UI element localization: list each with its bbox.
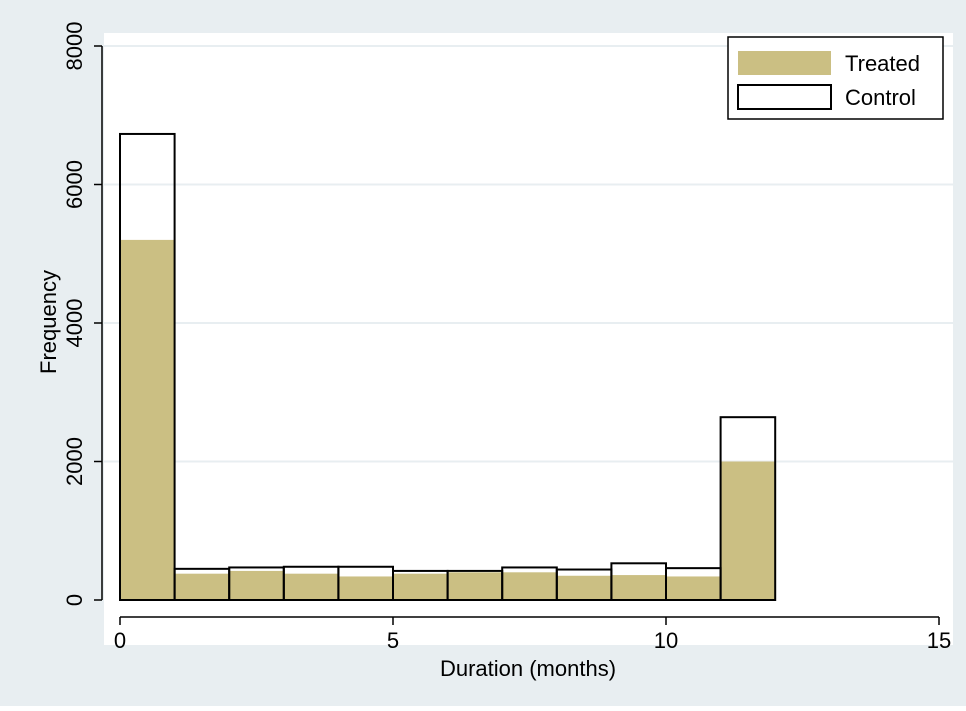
plot-background [104,33,953,645]
control-bar [719,416,777,601]
treated-bar [556,575,612,600]
treated-bar [611,575,666,600]
grid-lines [104,45,953,463]
treated-bar [720,461,776,600]
y-tick-label: 0 [62,594,87,606]
control-bar [119,132,176,601]
treated-bar [338,576,393,600]
axes: 0 2000 4000 6000 8000 0 5 10 15 [62,22,951,653]
y-tick-label: 8000 [62,22,87,71]
treated-bar [666,576,721,600]
treated-bar [174,573,230,600]
legend-swatch-control [737,84,832,110]
bars [119,132,777,602]
legend-label-treated: Treated [845,51,920,76]
x-tick-label: 5 [387,628,399,653]
legend-label-control: Control [845,85,916,110]
legend-swatch-treated [738,51,831,75]
y-tick-label: 2000 [62,437,87,486]
treated-bar [393,573,448,600]
y-tick-label: 6000 [62,160,87,209]
y-tick-label: 4000 [62,299,87,348]
legend: Treated Control [727,36,944,120]
treated-bar [229,570,284,600]
treated-bar [283,573,339,600]
x-tick-label: 15 [927,628,951,653]
treated-bar [120,239,175,600]
y-axis-label: Frequency [36,270,61,374]
treated-bar [502,572,557,600]
x-axis-label: Duration (months) [440,656,616,681]
treated-bar [447,572,503,600]
x-tick-label: 10 [654,628,678,653]
x-tick-label: 0 [114,628,126,653]
